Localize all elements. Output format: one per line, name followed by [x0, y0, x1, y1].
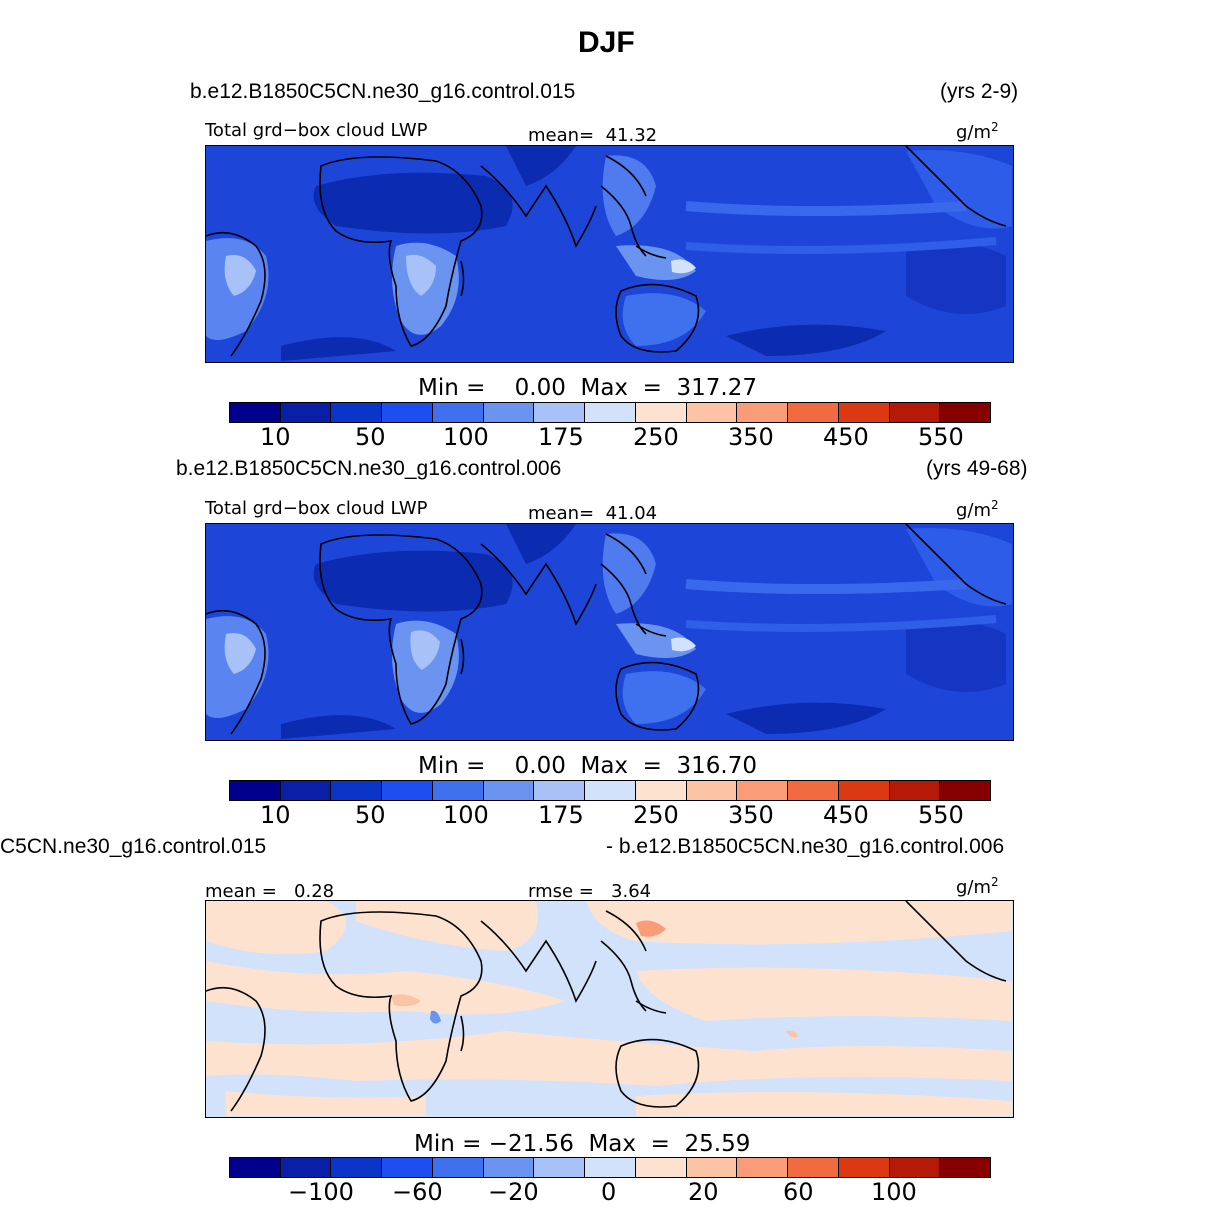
colorbar-cell — [635, 781, 687, 800]
panel2-tick-label: 250 — [633, 801, 679, 829]
panel3-tick-label: −60 — [392, 1178, 443, 1206]
panel1-minmax: Min = 0.00 Max = 317.27 — [418, 375, 758, 401]
panel3-mean: mean = 0.28 — [205, 881, 335, 902]
colorbar-cell — [686, 1158, 738, 1177]
colorbar-cell — [788, 1158, 839, 1177]
panel1-tick-label: 100 — [443, 423, 489, 451]
panel3-minmax: Min = −21.56 Max = 25.59 — [414, 1131, 751, 1157]
panel3-units: g/m2 — [956, 875, 999, 898]
colorbar-cell — [432, 1158, 484, 1177]
colorbar-cell — [432, 781, 484, 800]
panel1-tick-label: 10 — [260, 423, 291, 451]
colorbar-cell — [483, 403, 535, 422]
colorbar-cell — [940, 403, 991, 422]
panel3-case-right: - b.e12.B1850C5CN.ne30_g16.control.006 — [606, 835, 1005, 858]
panel2-units: g/m2 — [956, 498, 999, 521]
panel1-tick-label: 450 — [823, 423, 869, 451]
colorbar-cell — [230, 403, 281, 422]
colorbar-cell — [280, 781, 332, 800]
colorbar-cell — [534, 403, 586, 422]
panel1-case-name: b.e12.B1850C5CN.ne30_g16.control.015 — [190, 80, 576, 103]
colorbar-cell — [432, 403, 484, 422]
panel1-mean: mean= 41.32 — [528, 125, 658, 146]
colorbar-cell — [737, 781, 789, 800]
colorbar-cell — [331, 403, 383, 422]
panel1-field-label: Total grd−box cloud LWP — [205, 120, 428, 141]
colorbar-cell — [230, 781, 281, 800]
figure-title: DJF — [578, 26, 635, 59]
panel1-tick-label: 250 — [633, 423, 679, 451]
panel3-rmse: rmse = 3.64 — [528, 881, 652, 902]
colorbar-cell — [331, 781, 383, 800]
colorbar-cell — [585, 781, 636, 800]
colorbar-cell — [737, 403, 789, 422]
colorbar-cell — [585, 1158, 636, 1177]
colorbar-cell — [382, 1158, 433, 1177]
colorbar-cell — [737, 1158, 789, 1177]
colorbar-cell — [940, 781, 991, 800]
colorbar-cell — [585, 403, 636, 422]
panel1-tick-label: 350 — [728, 423, 774, 451]
colorbar-cell — [483, 1158, 535, 1177]
panel1-units: g/m2 — [956, 120, 999, 143]
colorbar-cell — [534, 1158, 586, 1177]
panel2-case-name: b.e12.B1850C5CN.ne30_g16.control.006 — [176, 457, 562, 480]
colorbar-cell — [686, 403, 738, 422]
colorbar-cell — [889, 1158, 941, 1177]
panel2-field-label: Total grd−box cloud LWP — [205, 498, 428, 519]
colorbar-cell — [483, 781, 535, 800]
colorbar-cell — [534, 781, 586, 800]
colorbar-cell — [788, 781, 839, 800]
colorbar-cell — [889, 781, 941, 800]
panel1-years: (yrs 2-9) — [940, 80, 1019, 103]
colorbar-cell — [838, 403, 890, 422]
panel2-tick-label: 550 — [918, 801, 964, 829]
colorbar-cell — [382, 403, 433, 422]
panel3-map — [205, 900, 1014, 1118]
colorbar-cell — [788, 403, 839, 422]
panel2-tick-label: 10 — [260, 801, 291, 829]
panel1-tick-label: 550 — [918, 423, 964, 451]
panel3-tick-label: 0 — [601, 1178, 617, 1206]
colorbar-cell — [838, 1158, 890, 1177]
panel1-colorbar — [229, 402, 991, 423]
panel1-tick-label: 175 — [538, 423, 584, 451]
panel2-minmax: Min = 0.00 Max = 316.70 — [418, 753, 758, 779]
panel2-tick-label: 450 — [823, 801, 869, 829]
panel3-tick-label: −20 — [488, 1178, 539, 1206]
panel1-tick-label: 50 — [355, 423, 386, 451]
colorbar-cell — [635, 403, 687, 422]
colorbar-cell — [686, 781, 738, 800]
panel2-colorbar — [229, 780, 991, 801]
panel2-mean: mean= 41.04 — [528, 503, 658, 524]
panel2-tick-label: 50 — [355, 801, 386, 829]
colorbar-cell — [331, 1158, 383, 1177]
panel3-tick-label: 20 — [688, 1178, 719, 1206]
colorbar-cell — [230, 1158, 281, 1177]
panel3-tick-label: 100 — [871, 1178, 917, 1206]
panel3-tick-label: 60 — [783, 1178, 814, 1206]
colorbar-cell — [382, 781, 433, 800]
panel3-case-left: C5CN.ne30_g16.control.015 — [0, 835, 267, 858]
colorbar-cell — [280, 403, 332, 422]
colorbar-cell — [838, 781, 890, 800]
colorbar-cell — [635, 1158, 687, 1177]
panel2-tick-label: 350 — [728, 801, 774, 829]
panel2-tick-label: 100 — [443, 801, 489, 829]
colorbar-cell — [280, 1158, 332, 1177]
panel2-map — [205, 523, 1014, 741]
colorbar-cell — [940, 1158, 991, 1177]
panel1-map — [205, 145, 1014, 363]
panel2-years: (yrs 49-68) — [926, 457, 1028, 480]
panel3-colorbar — [229, 1157, 991, 1178]
colorbar-cell — [889, 403, 941, 422]
panel3-tick-label: −100 — [288, 1178, 354, 1206]
panel2-tick-label: 175 — [538, 801, 584, 829]
